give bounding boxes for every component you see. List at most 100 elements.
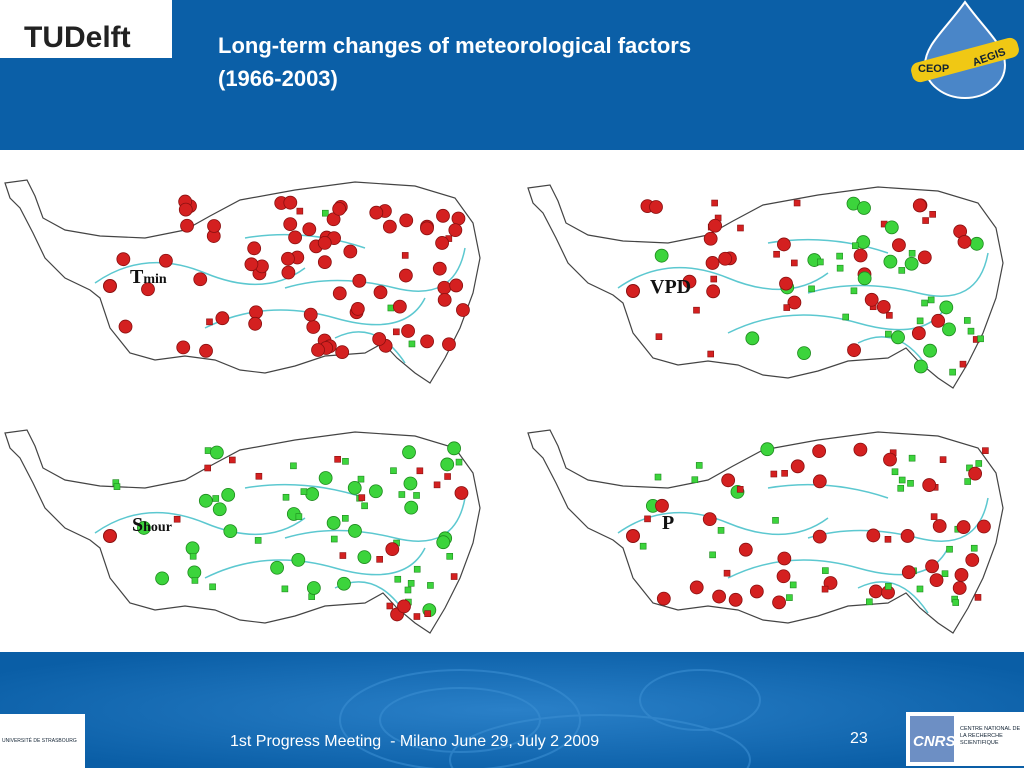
station-dot xyxy=(447,441,461,456)
station-dot xyxy=(332,286,347,301)
station-dot xyxy=(454,486,469,500)
station-dot xyxy=(118,319,133,334)
station-square xyxy=(450,573,458,580)
station-dot xyxy=(923,343,937,358)
station-square xyxy=(808,285,815,293)
station-dot xyxy=(777,237,791,252)
station-square xyxy=(773,250,780,258)
station-dot xyxy=(305,487,320,501)
station-dot xyxy=(654,248,669,263)
map-label: P xyxy=(662,512,674,534)
station-dot xyxy=(901,565,916,580)
station-square xyxy=(413,492,420,499)
station-dot xyxy=(448,223,463,238)
station-square xyxy=(209,583,216,591)
station-dot xyxy=(922,478,937,492)
station-dot xyxy=(116,252,131,267)
station-dot xyxy=(318,471,333,485)
cnrs-mark xyxy=(910,716,954,762)
maps: Tmin VPD Shour P xyxy=(4,179,1004,634)
station-dot xyxy=(392,299,407,314)
station-dot xyxy=(797,346,811,361)
station-dot xyxy=(209,445,224,460)
station-square xyxy=(789,581,797,589)
station-square xyxy=(296,207,304,215)
station-dot xyxy=(891,330,905,345)
station-dot xyxy=(137,521,151,535)
station-square xyxy=(982,447,989,454)
station-square xyxy=(952,599,960,606)
station-square xyxy=(852,242,859,250)
station-square xyxy=(416,467,424,475)
station-dot xyxy=(178,202,193,217)
station-dot xyxy=(812,529,827,544)
station-dot xyxy=(866,528,881,543)
station-dot xyxy=(626,284,640,298)
station-dot xyxy=(853,248,868,263)
station-square xyxy=(783,304,791,311)
station-square xyxy=(822,567,829,574)
station-square xyxy=(282,493,290,501)
station-square xyxy=(330,535,338,543)
station-square xyxy=(254,537,262,544)
station-square xyxy=(398,491,406,498)
station-square xyxy=(967,327,975,335)
station-square xyxy=(709,551,716,559)
station-dot xyxy=(141,282,155,297)
station-square xyxy=(390,467,397,475)
station-dot xyxy=(911,326,926,341)
map-label-main: VPD xyxy=(650,276,691,298)
station-square xyxy=(387,304,395,312)
cnrs-text: CENTRE NATIONAL DE LA RECHERCHE SCIENTIF… xyxy=(960,726,1021,746)
river xyxy=(807,252,989,297)
station-dot xyxy=(403,476,418,491)
page-number: 23 xyxy=(850,730,868,747)
station-dot xyxy=(372,332,387,346)
station-dot xyxy=(649,200,663,214)
station-dot xyxy=(249,305,263,320)
map-panel xyxy=(4,179,481,384)
station-dot xyxy=(954,568,969,582)
map-panel xyxy=(527,429,1004,634)
station-dot xyxy=(942,322,956,337)
station-dot xyxy=(812,474,827,489)
station-dot xyxy=(187,565,202,580)
station-dot xyxy=(397,599,411,614)
station-square xyxy=(836,252,843,260)
station-dot xyxy=(931,313,946,328)
station-dot xyxy=(332,201,347,216)
station-dot xyxy=(655,498,669,513)
station-square xyxy=(850,287,858,295)
station-dot xyxy=(689,580,704,595)
station-dot xyxy=(158,253,173,268)
station-square xyxy=(710,275,718,283)
station-dot xyxy=(352,273,367,288)
strasbourg-logo: UNIVERSITÉ DE STRASBOURG xyxy=(2,737,77,744)
station-dot xyxy=(281,251,295,266)
station-dot xyxy=(399,213,414,228)
station-dot xyxy=(103,279,117,293)
station-square xyxy=(974,594,982,601)
station-dot xyxy=(456,303,470,317)
station-square xyxy=(413,565,421,573)
station-dot xyxy=(957,235,972,249)
station-dot xyxy=(712,589,727,604)
station-square xyxy=(786,594,793,601)
station-square xyxy=(322,209,329,217)
map-label: Shour xyxy=(132,514,172,536)
station-dot xyxy=(247,241,262,256)
station-dot xyxy=(779,276,793,291)
station-dot xyxy=(776,569,791,584)
station-square xyxy=(342,515,349,522)
station-dot xyxy=(968,466,983,481)
station-dot xyxy=(288,230,303,245)
station-dot xyxy=(760,442,775,457)
station-square xyxy=(963,317,971,324)
map-label-main: S xyxy=(132,514,143,536)
river xyxy=(244,233,366,249)
station-square xyxy=(898,267,906,274)
station-dot xyxy=(847,343,861,358)
station-dot xyxy=(969,236,984,251)
station-dot xyxy=(198,493,213,508)
station-square xyxy=(970,544,978,552)
